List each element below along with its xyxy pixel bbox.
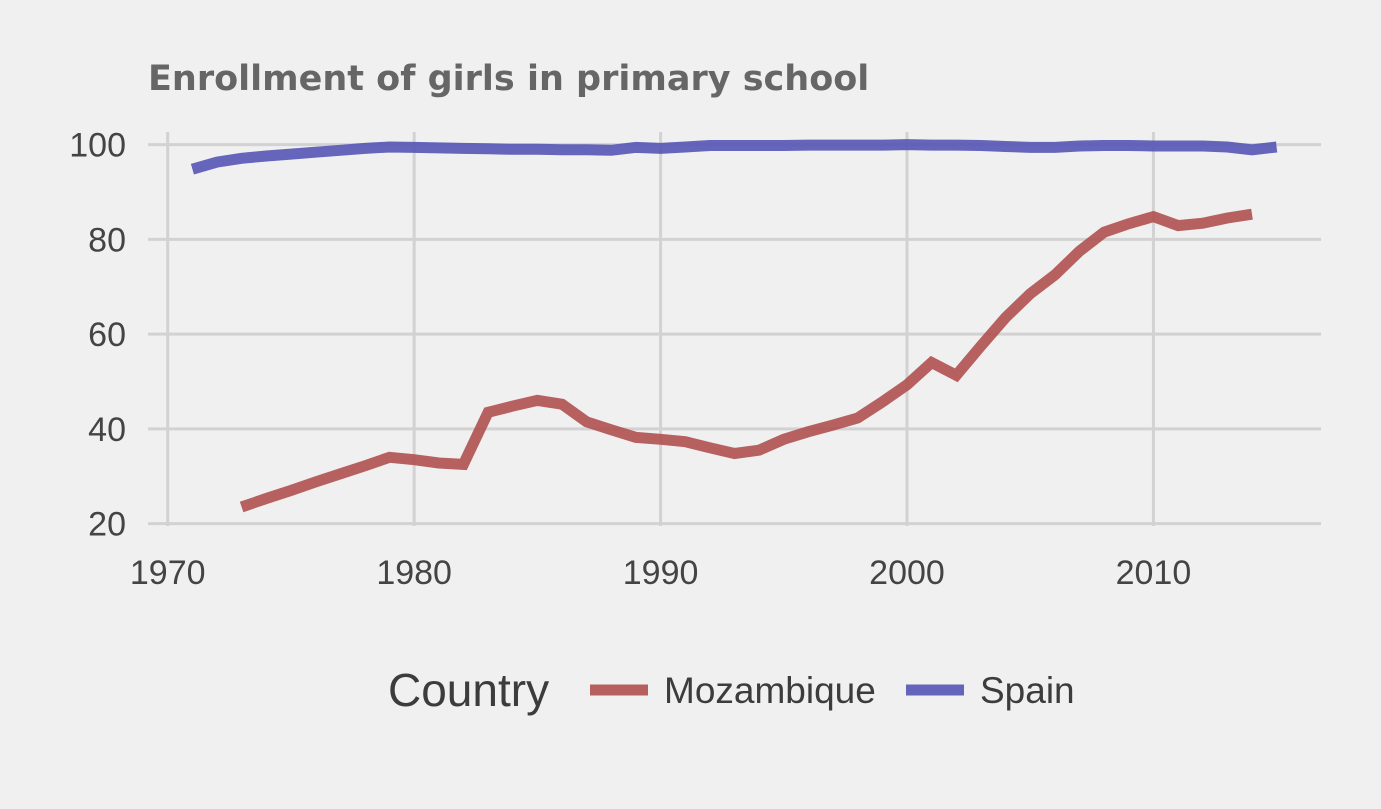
series-lines [190, 139, 1278, 513]
x-tick-label-2000: 2000 [869, 554, 945, 592]
legend-label-spain: Spain [980, 670, 1075, 711]
y-tick-label-20: 20 [88, 506, 126, 544]
y-tick-label-100: 100 [69, 127, 126, 165]
y-tick-label-80: 80 [88, 221, 126, 259]
axes: 20 40 60 80 100 1970 1980 1990 2000 2010 [69, 127, 1191, 592]
grid [148, 132, 1321, 526]
chart-title: Enrollment of girls in primary school [148, 59, 869, 99]
legend-title: Country [388, 664, 549, 716]
series-line-mozambique [239, 208, 1253, 513]
x-tick-label-1970: 1970 [130, 554, 206, 592]
series-line-spain [190, 139, 1278, 175]
x-tick-label-1990: 1990 [623, 554, 699, 592]
x-tick-label-1980: 1980 [376, 554, 452, 592]
legend-label-mozambique: Mozambique [664, 670, 876, 711]
legend: Country Mozambique Spain [388, 664, 1075, 716]
y-tick-label-40: 40 [88, 411, 126, 449]
y-tick-label-60: 60 [88, 316, 126, 354]
x-tick-label-2010: 2010 [1116, 554, 1192, 592]
